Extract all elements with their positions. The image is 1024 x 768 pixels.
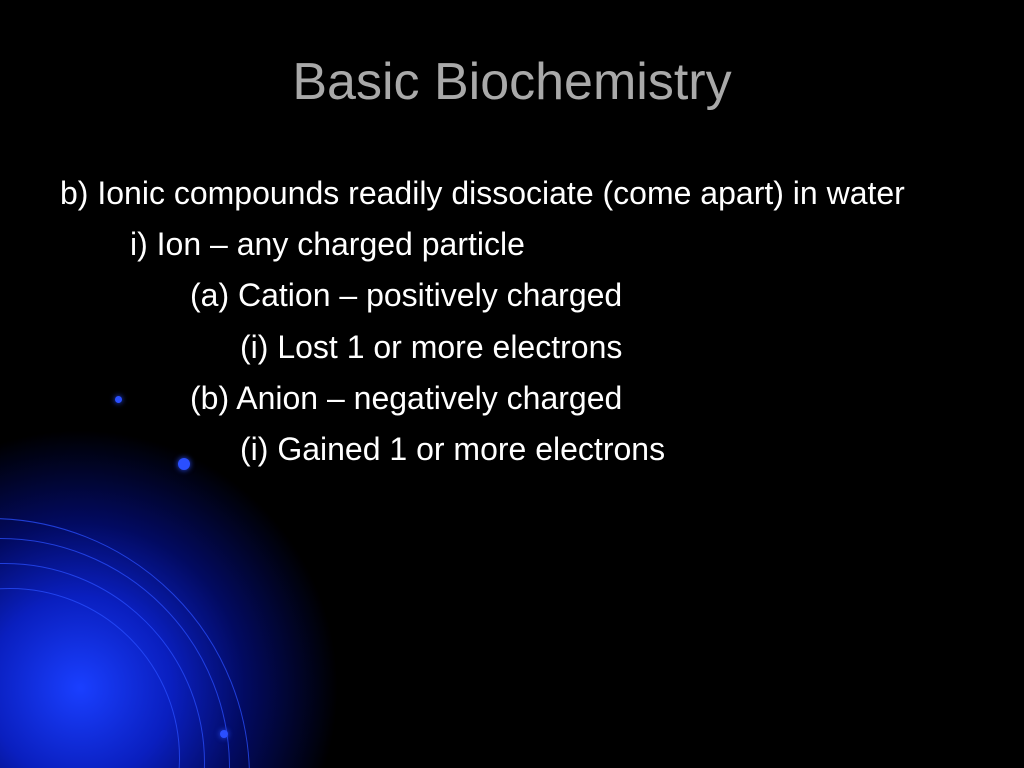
- slide-title: Basic Biochemistry: [60, 52, 964, 112]
- outline-item-bi: (i) Gained 1 or more electrons: [60, 424, 964, 475]
- outline-item-i: i) Ion – any charged particle: [60, 219, 964, 270]
- outline-item-b2: (b) Anion – negatively charged: [60, 373, 964, 424]
- outline-item-a: (a) Cation – positively charged: [60, 270, 964, 321]
- outline-item-ai: (i) Lost 1 or more electrons: [60, 322, 964, 373]
- outline-item-b: b) Ionic compounds readily dissociate (c…: [98, 168, 964, 219]
- slide: Basic Biochemistry b) Ionic compounds re…: [0, 0, 1024, 768]
- slide-body: b) Ionic compounds readily dissociate (c…: [60, 168, 964, 475]
